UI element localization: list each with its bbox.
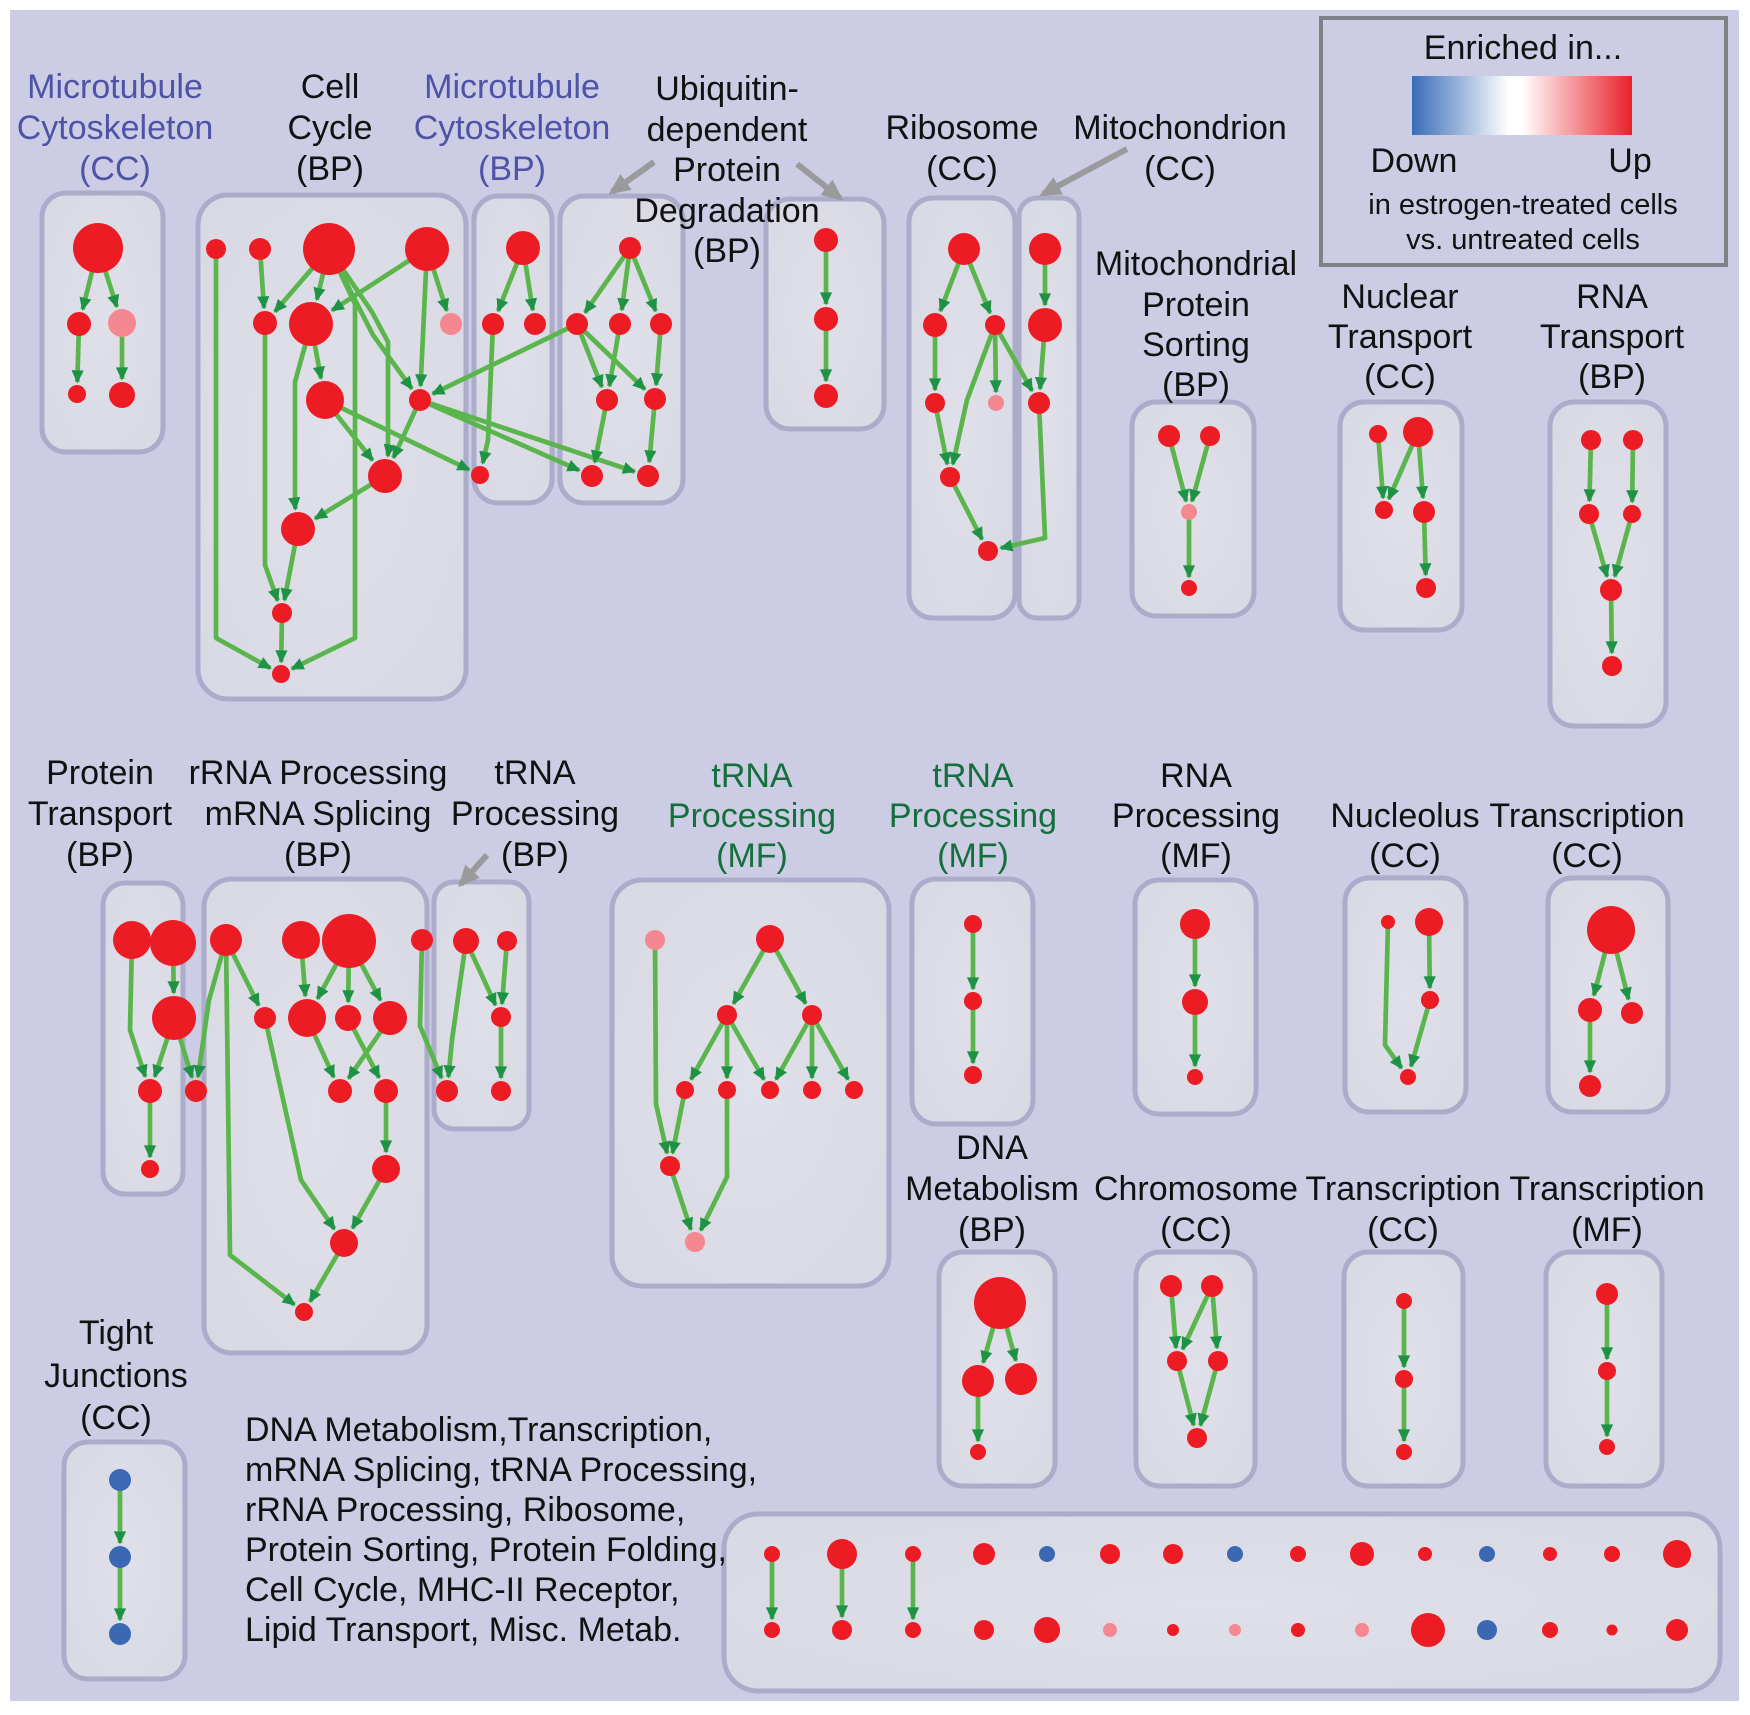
svg-text:Nucleolus: Nucleolus — [1330, 797, 1479, 835]
svg-text:Protein: Protein — [673, 151, 781, 189]
svg-text:Mitochondrial: Mitochondrial — [1095, 245, 1297, 283]
svg-text:rRNA Processing: rRNA Processing — [189, 754, 448, 792]
svg-text:(CC): (CC) — [1144, 150, 1216, 188]
svg-text:Enriched in...: Enriched in... — [1424, 29, 1622, 67]
svg-text:(BP): (BP) — [296, 150, 364, 188]
svg-text:Processing: Processing — [1112, 797, 1280, 835]
svg-text:Processing: Processing — [889, 797, 1057, 835]
svg-text:(BP): (BP) — [958, 1211, 1026, 1249]
svg-text:Cytoskeleton: Cytoskeleton — [414, 109, 611, 147]
svg-text:Microtubule: Microtubule — [27, 68, 203, 106]
svg-text:Cell: Cell — [301, 68, 360, 106]
svg-text:Cytoskeleton: Cytoskeleton — [17, 109, 214, 147]
svg-text:(CC): (CC) — [1369, 837, 1441, 875]
svg-text:DNA: DNA — [956, 1129, 1028, 1167]
svg-text:(BP): (BP) — [284, 836, 352, 874]
svg-text:RNA: RNA — [1160, 757, 1232, 795]
svg-text:(CC): (CC) — [79, 150, 151, 188]
svg-text:(MF): (MF) — [716, 837, 788, 875]
svg-text:(BP): (BP) — [693, 232, 761, 270]
svg-text:Transport: Transport — [28, 795, 173, 833]
svg-text:Transport: Transport — [1328, 318, 1473, 356]
svg-text:tRNA: tRNA — [932, 757, 1014, 795]
svg-text:(BP): (BP) — [478, 150, 546, 188]
svg-text:(CC): (CC) — [1367, 1211, 1439, 1249]
svg-text:Transcription: Transcription — [1509, 1170, 1704, 1208]
svg-text:(CC): (CC) — [1364, 358, 1436, 396]
svg-text:Cell Cycle, MHC-II Receptor,: Cell Cycle, MHC-II Receptor, — [245, 1571, 680, 1609]
svg-text:Processing: Processing — [668, 797, 836, 835]
svg-text:Processing: Processing — [451, 795, 619, 833]
svg-text:(BP): (BP) — [66, 836, 134, 874]
svg-text:Nuclear: Nuclear — [1341, 278, 1458, 316]
svg-text:Lipid Transport, Misc. Metab.: Lipid Transport, Misc. Metab. — [245, 1611, 682, 1649]
svg-text:RNA: RNA — [1576, 278, 1648, 316]
svg-text:Junctions: Junctions — [44, 1357, 188, 1395]
svg-text:(MF): (MF) — [937, 837, 1009, 875]
svg-text:Chromosome: Chromosome — [1094, 1170, 1298, 1208]
svg-text:mRNA Splicing, tRNA Processing: mRNA Splicing, tRNA Processing, — [245, 1451, 757, 1489]
svg-text:Up: Up — [1608, 142, 1651, 180]
svg-text:Microtubule: Microtubule — [424, 68, 600, 106]
svg-text:Down: Down — [1371, 142, 1458, 180]
svg-text:(MF): (MF) — [1571, 1211, 1643, 1249]
svg-text:(CC): (CC) — [1551, 837, 1623, 875]
svg-text:Mitochondrion: Mitochondrion — [1073, 109, 1287, 147]
svg-text:vs. untreated cells: vs. untreated cells — [1406, 224, 1640, 256]
svg-text:Degradation: Degradation — [634, 192, 819, 230]
svg-text:DNA Metabolism,Transcription,: DNA Metabolism,Transcription, — [245, 1411, 712, 1449]
svg-text:Protein: Protein — [1142, 286, 1250, 324]
svg-text:(CC): (CC) — [1160, 1211, 1232, 1249]
svg-text:Transcription: Transcription — [1305, 1170, 1500, 1208]
svg-text:(BP): (BP) — [1578, 358, 1646, 396]
svg-text:Metabolism: Metabolism — [905, 1170, 1079, 1208]
svg-text:(MF): (MF) — [1160, 837, 1232, 875]
svg-text:Sorting: Sorting — [1142, 326, 1250, 364]
svg-text:mRNA Splicing: mRNA Splicing — [205, 795, 432, 833]
svg-text:Ribosome: Ribosome — [885, 109, 1038, 147]
svg-text:Protein: Protein — [46, 754, 154, 792]
svg-text:Cycle: Cycle — [287, 109, 372, 147]
svg-text:dependent: dependent — [647, 111, 808, 149]
svg-text:tRNA: tRNA — [711, 757, 793, 795]
svg-text:tRNA: tRNA — [494, 754, 576, 792]
svg-text:Tight: Tight — [79, 1314, 154, 1352]
svg-text:Protein Sorting, Protein Foldi: Protein Sorting, Protein Folding, — [245, 1531, 727, 1569]
svg-text:rRNA Processing, Ribosome,: rRNA Processing, Ribosome, — [245, 1491, 685, 1529]
svg-text:(BP): (BP) — [501, 836, 569, 874]
svg-text:in estrogen-treated cells: in estrogen-treated cells — [1368, 189, 1678, 221]
svg-text:(CC): (CC) — [926, 150, 998, 188]
svg-text:Transcription: Transcription — [1489, 797, 1684, 835]
svg-text:Transport: Transport — [1540, 318, 1685, 356]
svg-text:(BP): (BP) — [1162, 366, 1230, 404]
svg-text:(CC): (CC) — [80, 1399, 152, 1437]
svg-text:Ubiquitin-: Ubiquitin- — [655, 70, 799, 108]
